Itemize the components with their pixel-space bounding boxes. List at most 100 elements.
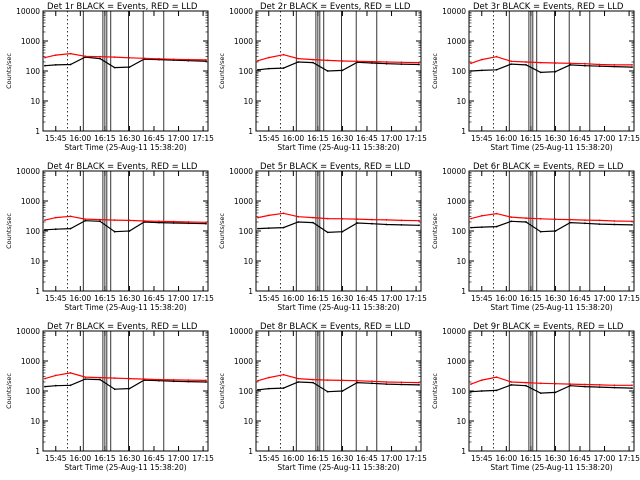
panel-7-ytick-label: 100 bbox=[26, 387, 41, 396]
panel-7-xtick-label: 16:15 bbox=[94, 454, 116, 463]
panel-5-ylabel: Counts/sec bbox=[218, 213, 226, 249]
panel-8-xlabel: Start Time (25-Aug-11 15:38:20) bbox=[277, 463, 399, 472]
panel-8-xtick-label: 15:45 bbox=[258, 454, 280, 463]
panel-5-xtick-label: 16:30 bbox=[332, 294, 354, 303]
panel-9-lld-point bbox=[480, 379, 483, 381]
panel-2-ytick-label: 100 bbox=[239, 67, 254, 76]
panel-5-ytick-label: 1000 bbox=[234, 197, 253, 206]
panel-1-xtick-label: 17:15 bbox=[192, 134, 214, 143]
panel-4-xlabel: Start Time (25-Aug-11 15:38:20) bbox=[64, 303, 186, 312]
panel-9-events-point bbox=[495, 389, 498, 392]
panel-2-lld-point bbox=[418, 61, 420, 64]
panel-3-events-point bbox=[480, 69, 483, 72]
panel-3-events-point bbox=[613, 65, 616, 68]
panel-5-events-point bbox=[385, 223, 388, 226]
panel-4-lld-point bbox=[84, 218, 87, 221]
panel-6-events-point bbox=[525, 221, 527, 223]
panel-3-lld-point bbox=[584, 62, 586, 65]
panel-6-events-point bbox=[480, 226, 483, 229]
panel-2-events-point bbox=[257, 68, 259, 71]
panel-7-lld-point bbox=[84, 376, 87, 378]
panel-5-xtick-label: 16:45 bbox=[356, 294, 378, 303]
panel-6-xtick-label: 17:15 bbox=[618, 294, 640, 303]
panel-1-events-point bbox=[99, 57, 101, 60]
panel-8-ytick-label: 100 bbox=[239, 387, 254, 396]
panel-4-lld-point bbox=[44, 219, 46, 222]
panel-7-ytick-label: 1000 bbox=[21, 357, 40, 366]
panel-2-events-point bbox=[341, 69, 344, 72]
panel-9-ytick-label: 10000 bbox=[442, 327, 466, 336]
panel-3-ytick-label: 10000 bbox=[442, 7, 466, 16]
panel-6-events-line bbox=[470, 220, 633, 233]
panel-5-lld-point bbox=[341, 217, 344, 220]
panel-8-events-point bbox=[341, 390, 344, 392]
panel-4-events-point bbox=[54, 228, 57, 231]
panel-8-ytick-label: 10 bbox=[243, 417, 253, 426]
panel-7-events-point bbox=[84, 378, 87, 380]
panel-7-ytick-label: 10000 bbox=[16, 327, 40, 336]
panel-1-xtick-label: 16:15 bbox=[94, 134, 116, 143]
panel-2-lld-point bbox=[400, 61, 403, 64]
panel-4-events-point bbox=[99, 220, 101, 223]
panel-9-lld-point bbox=[470, 383, 472, 385]
panel-8-lld-point bbox=[257, 379, 259, 382]
panel-8-ylabel: Counts/sec bbox=[218, 373, 226, 409]
panel-7-events-point bbox=[128, 387, 131, 390]
panel-4-xtick-label: 17:15 bbox=[192, 294, 214, 303]
panel-4-ytick-label: 1 bbox=[35, 287, 40, 296]
panel-6-lld-point bbox=[613, 220, 616, 222]
panel-3-events-point bbox=[584, 64, 586, 67]
panel-9-xtick-label: 16:15 bbox=[520, 454, 542, 463]
panel-1-lld-point bbox=[128, 56, 131, 59]
panel-5-lld-point bbox=[267, 214, 270, 217]
panel-3-events-point bbox=[495, 68, 498, 71]
panel-7-events-point bbox=[99, 378, 101, 381]
panel-4-xtick-label: 15:45 bbox=[45, 294, 67, 303]
panel-8-events-point bbox=[418, 384, 420, 386]
panel-2-xtick-label: 16:30 bbox=[332, 134, 354, 143]
panel-7-events-point bbox=[44, 385, 46, 388]
panel-2-events-point bbox=[400, 63, 403, 65]
panel-3-events-point bbox=[598, 65, 601, 68]
panel-1-lld-point bbox=[113, 56, 116, 58]
panel-5-lld-point bbox=[257, 216, 259, 219]
panel-8-xtick-label: 17:00 bbox=[381, 454, 403, 463]
panel-9-ytick-label: 10 bbox=[456, 417, 466, 426]
panel-4-events-point bbox=[172, 222, 175, 224]
panel-6-lld-point bbox=[554, 218, 557, 221]
panel-5-events-point bbox=[341, 230, 344, 233]
panel-2-events-point bbox=[312, 61, 314, 64]
panel-2-lld-point bbox=[356, 60, 359, 63]
panel-6-xtick-label: 16:00 bbox=[496, 294, 518, 303]
panel-3-xtick-label: 16:00 bbox=[496, 134, 518, 143]
panel-7-lld-line bbox=[44, 372, 207, 381]
panel-6-events-point bbox=[539, 230, 542, 233]
panel-3-xtick-label: 16:30 bbox=[545, 134, 567, 143]
panel-1-lld-point bbox=[44, 56, 46, 59]
panel-9-events-point bbox=[470, 390, 472, 393]
panel-5-xtick-label: 17:00 bbox=[381, 294, 403, 303]
panel-5-xlabel: Start Time (25-Aug-11 15:38:20) bbox=[277, 303, 399, 312]
panel-8-title: Det 8r BLACK = Events, RED = LLD bbox=[260, 322, 411, 332]
panel-3-lld-point bbox=[613, 64, 616, 66]
panel-1-xtick-label: 17:00 bbox=[168, 134, 190, 143]
panel-6-ytick-label: 1000 bbox=[447, 197, 466, 206]
panel-1-lld-point bbox=[158, 57, 160, 60]
panel-7-lld-point bbox=[54, 374, 57, 377]
panel-5-lld-point bbox=[371, 218, 373, 221]
panel-1-ytick-label: 100 bbox=[26, 67, 41, 76]
panel-2-lld-point bbox=[312, 58, 314, 61]
panel-7-title: Det 7r BLACK = Events, RED = LLD bbox=[47, 322, 198, 332]
panel-4-xtick-label: 16:30 bbox=[119, 294, 141, 303]
panel-7-events-point bbox=[172, 380, 175, 383]
panel-8-events-point bbox=[385, 383, 388, 385]
panel-7-xtick-label: 16:45 bbox=[143, 454, 165, 463]
panel-3-lld-point bbox=[525, 61, 527, 63]
panel-5-events-point bbox=[356, 222, 359, 224]
panel-2-lld-point bbox=[267, 56, 270, 59]
panel-9-lld-point bbox=[495, 376, 498, 378]
panel-7: Det 7r BLACK = Events, RED = LLD 1 10 100 10… bbox=[5, 322, 214, 472]
panel-7-xtick-label: 15:45 bbox=[45, 454, 67, 463]
panel-1-events-point bbox=[54, 64, 57, 66]
panel-9-lld-point bbox=[598, 384, 601, 386]
